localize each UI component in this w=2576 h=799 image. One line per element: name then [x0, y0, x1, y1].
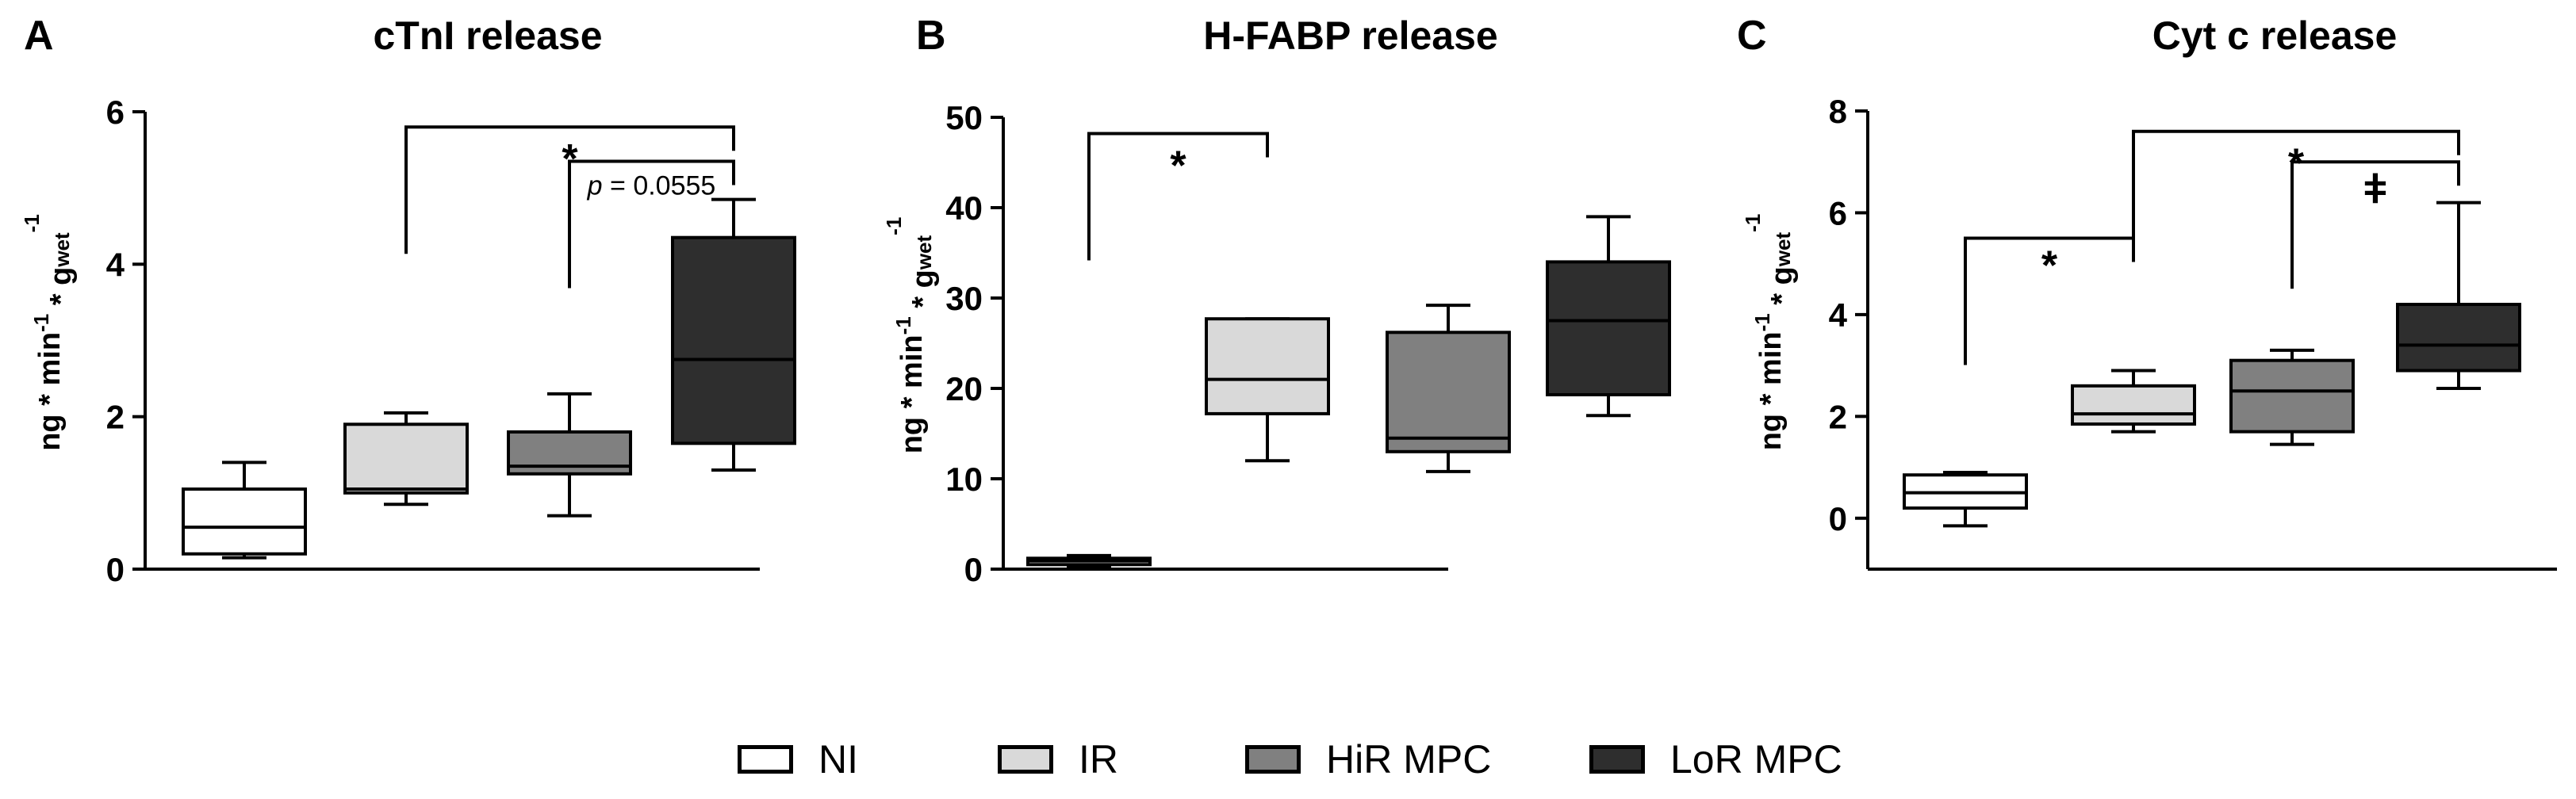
- panel-letter: C: [1737, 13, 1767, 59]
- legend-item-hir-mpc: HiR MPC: [1245, 728, 1491, 791]
- panel-b: B H-FABP release ng * min-1 * gwet-1 0 10 20 3…: [882, 13, 1671, 588]
- box-lor-mpc: [2396, 201, 2521, 391]
- legend-label-lor-mpc: LoR MPC: [1670, 737, 1842, 782]
- bracket-line: [1087, 132, 1269, 261]
- box-lor-mpc: [671, 197, 796, 472]
- box-hir-mpc: [507, 392, 632, 518]
- box-iqr: [2071, 384, 2196, 426]
- y-tick-label: 2: [106, 399, 125, 436]
- y-tick-label: 40: [945, 189, 983, 227]
- box-ir: [2071, 369, 2196, 434]
- box-ni: [182, 461, 307, 560]
- box-iqr: [671, 235, 796, 445]
- box-ni: [1903, 470, 2028, 528]
- box-iqr: [1205, 317, 1330, 415]
- legend: NI IR HiR MPC LoR MPC: [0, 728, 2576, 791]
- box-hir-mpc: [1386, 304, 1511, 473]
- legend-item-ni: NI: [738, 728, 858, 791]
- box-hir-mpc: [2229, 348, 2355, 446]
- bracket-line: [2290, 160, 2460, 289]
- y-tick-label: 0: [964, 551, 983, 588]
- box-ir: [343, 411, 469, 507]
- significance-bracket: ǂ: [2290, 160, 2460, 289]
- y-tick-label: 0: [106, 551, 125, 588]
- legend-swatch-hir-mpc: [1245, 745, 1301, 774]
- y-tick-label: 50: [945, 99, 983, 136]
- significance-bracket: *: [1087, 132, 1269, 261]
- bracket-line: [2132, 129, 2460, 258]
- box-iqr: [1546, 260, 1671, 396]
- panel-letter: B: [916, 13, 946, 59]
- bracket-line: [1964, 236, 2135, 365]
- bracket-label: *: [1170, 143, 1186, 189]
- y-tick-label: 2: [1829, 398, 1847, 435]
- box-lor-mpc: [1546, 215, 1671, 418]
- legend-swatch-ir: [998, 745, 1053, 774]
- significance-bracket: p = 0.0555: [568, 159, 735, 289]
- y-axis-label: ng * min-1 * gwet-1: [1741, 214, 1799, 451]
- legend-item-lor-mpc: LoR MPC: [1589, 728, 1842, 791]
- legend-swatch-lor-mpc: [1589, 745, 1645, 774]
- legend-swatch-ni: [738, 745, 793, 774]
- box-ir: [1205, 317, 1330, 463]
- box-iqr: [182, 487, 307, 556]
- y-axis-label: ng * min-1 * gwet-1: [20, 214, 78, 451]
- y-tick-label: 20: [945, 370, 983, 407]
- bracket-line: [568, 159, 735, 289]
- y-tick-label: 10: [945, 461, 983, 498]
- bracket-line: [404, 125, 735, 254]
- bracket-label: *: [562, 136, 578, 182]
- box-iqr: [343, 422, 469, 495]
- chart-title: H-FABP release: [1203, 13, 1497, 58]
- bracket-label: p = 0.0555: [587, 171, 716, 201]
- y-axis-label: ng * min-1 * gwet-1: [882, 217, 940, 454]
- y-tick-label: 4: [106, 246, 125, 283]
- y-tick-label: 6: [106, 94, 125, 131]
- legend-label-hir-mpc: HiR MPC: [1326, 737, 1492, 782]
- box-iqr: [1386, 331, 1511, 453]
- bracket-label: ǂ: [2363, 166, 2387, 212]
- bracket-label: *: [2041, 243, 2058, 289]
- y-tick-label: 8: [1829, 93, 1847, 130]
- y-tick-label: 4: [1829, 296, 1848, 334]
- panel-letter: A: [24, 13, 54, 59]
- box-iqr: [2229, 358, 2355, 434]
- chart-title: cTnI release: [373, 13, 602, 58]
- box-ni: [1026, 553, 1152, 568]
- significance-bracket: *: [1964, 236, 2135, 365]
- y-tick-label: 0: [1829, 500, 1847, 537]
- y-tick-label: 6: [1829, 194, 1847, 231]
- legend-item-ir: IR: [998, 728, 1118, 791]
- chart-title: Cyt c release: [2152, 13, 2398, 58]
- y-tick-label: 30: [945, 280, 983, 317]
- significance-bracket: *: [2132, 129, 2460, 258]
- significance-bracket: *: [404, 125, 735, 254]
- legend-label-ir: IR: [1079, 737, 1118, 782]
- box-iqr: [2396, 303, 2521, 373]
- legend-label-ni: NI: [818, 737, 858, 782]
